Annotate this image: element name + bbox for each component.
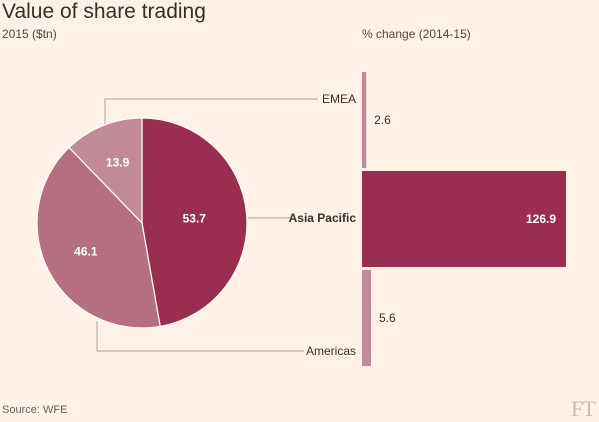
pie-slice-americas — [36, 146, 161, 329]
bar-value-label: 5.6 — [379, 311, 396, 325]
bar-value-label: 2.6 — [374, 113, 391, 127]
category-labels: EMEA Asia Pacific Americas — [289, 92, 357, 358]
pie-value-label: 53.7 — [183, 211, 207, 225]
source-note: Source: WFE — [2, 404, 68, 416]
bar-emea — [362, 72, 367, 168]
connector-americas — [96, 321, 304, 352]
pie-subtitle: 2015 ($tn) — [2, 27, 57, 41]
ft-logo: FT — [571, 396, 596, 421]
chart-title: Value of share trading — [2, 0, 206, 23]
bar-value-label: 126.9 — [526, 212, 556, 226]
pie-slice-asia-pacific — [141, 117, 248, 328]
bar-chart: 2.6 126.9 5.6 — [362, 72, 566, 366]
connector-lines — [96, 98, 318, 352]
category-label-emea: EMEA — [322, 92, 356, 106]
bar-asia-pacific — [362, 171, 566, 267]
bar-subtitle: % change (2014-15) — [362, 27, 471, 41]
bar-americas — [362, 270, 372, 366]
category-label-americas: Americas — [306, 344, 356, 358]
category-label-asia-pacific: Asia Pacific — [289, 211, 357, 225]
pie-value-label: 13.9 — [106, 156, 130, 170]
connector-emea — [104, 98, 318, 125]
pie-slice-emea — [68, 117, 143, 225]
pie-chart: 53.7 46.1 13.9 — [36, 117, 248, 329]
pie-value-label: 46.1 — [74, 245, 98, 259]
